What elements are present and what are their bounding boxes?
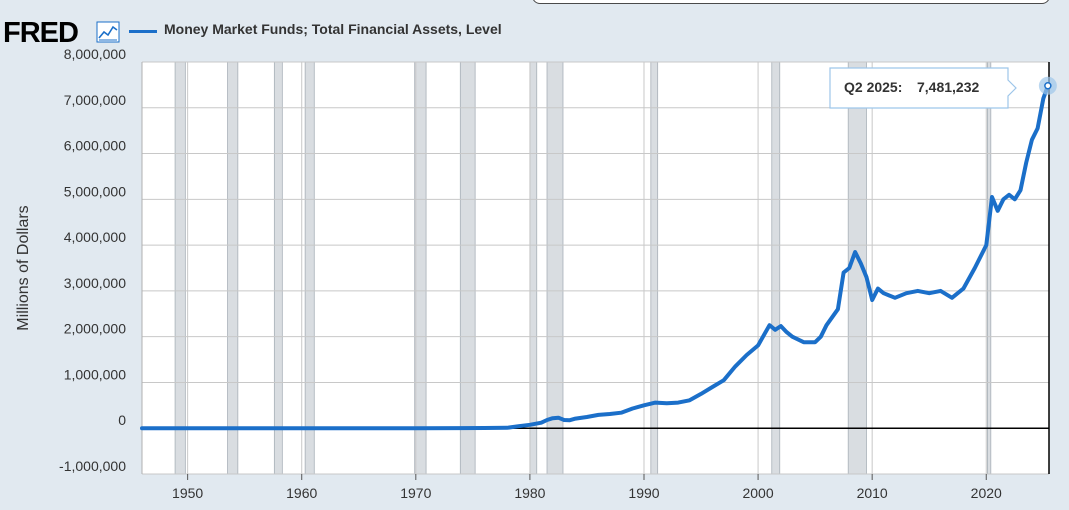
tooltip-value: 7,481,232 bbox=[917, 79, 979, 95]
tooltip-period: Q2 2025: bbox=[844, 79, 902, 95]
y-tick-label: 8,000,000 bbox=[64, 46, 126, 62]
x-tick-label: 1970 bbox=[400, 485, 431, 501]
y-tick-label: 1,000,000 bbox=[64, 366, 126, 382]
y-axis-label: Millions of Dollars bbox=[15, 205, 32, 330]
y-tick-label: 5,000,000 bbox=[64, 183, 126, 199]
x-tick-label: 1960 bbox=[286, 485, 317, 501]
y-tick-label: 2,000,000 bbox=[64, 321, 126, 337]
y-tick-label: -1,000,000 bbox=[59, 458, 126, 474]
recession-band bbox=[459, 61, 476, 475]
recession-band bbox=[414, 61, 427, 475]
legend-swatch bbox=[129, 30, 157, 33]
recession-band bbox=[273, 61, 283, 475]
tooltip-box bbox=[829, 67, 1017, 109]
x-tick-label: 1980 bbox=[514, 485, 545, 501]
recession-band bbox=[227, 61, 239, 475]
y-tick-label: 0 bbox=[118, 412, 126, 428]
recession-band bbox=[529, 61, 538, 475]
x-tick-label: 1950 bbox=[172, 485, 203, 501]
trend-line-icon bbox=[96, 21, 120, 43]
y-tick-label: 7,000,000 bbox=[64, 92, 126, 108]
chart-header: FRED Money Market Funds; Total Financial… bbox=[0, 8, 1069, 48]
legend-label: Money Market Funds; Total Financial Asse… bbox=[164, 21, 502, 37]
x-axis-ticks: 1950 1960 1970 1980 1990 2000 2010 2020 bbox=[172, 474, 1002, 501]
recession-band bbox=[546, 61, 564, 475]
recession-band bbox=[771, 61, 781, 475]
recession-shading-layer bbox=[174, 61, 992, 475]
plot-area bbox=[142, 62, 1049, 474]
recession-band bbox=[650, 61, 659, 475]
series-line[interactable] bbox=[140, 83, 1050, 431]
x-tick-label: 1990 bbox=[628, 485, 659, 501]
recession-band bbox=[304, 61, 315, 475]
x-tick-label: 2010 bbox=[857, 485, 888, 501]
fred-logo[interactable]: FRED bbox=[3, 17, 79, 49]
recession-band bbox=[986, 61, 992, 475]
y-tick-label: 3,000,000 bbox=[64, 275, 126, 291]
recession-band bbox=[174, 61, 186, 475]
x-tick-label: 2020 bbox=[971, 485, 1002, 501]
y-tick-label: 6,000,000 bbox=[64, 138, 126, 154]
x-tick-label: 2000 bbox=[742, 485, 773, 501]
tooltip: Q2 2025: 7,481,232 bbox=[829, 67, 1017, 109]
y-tick-label: 4,000,000 bbox=[64, 229, 126, 245]
y-axis-ticks: -1,000,000 0 1,000,000 2,000,000 3,000,000 4,… bbox=[59, 46, 126, 474]
last-data-point[interactable] bbox=[1044, 81, 1052, 90]
